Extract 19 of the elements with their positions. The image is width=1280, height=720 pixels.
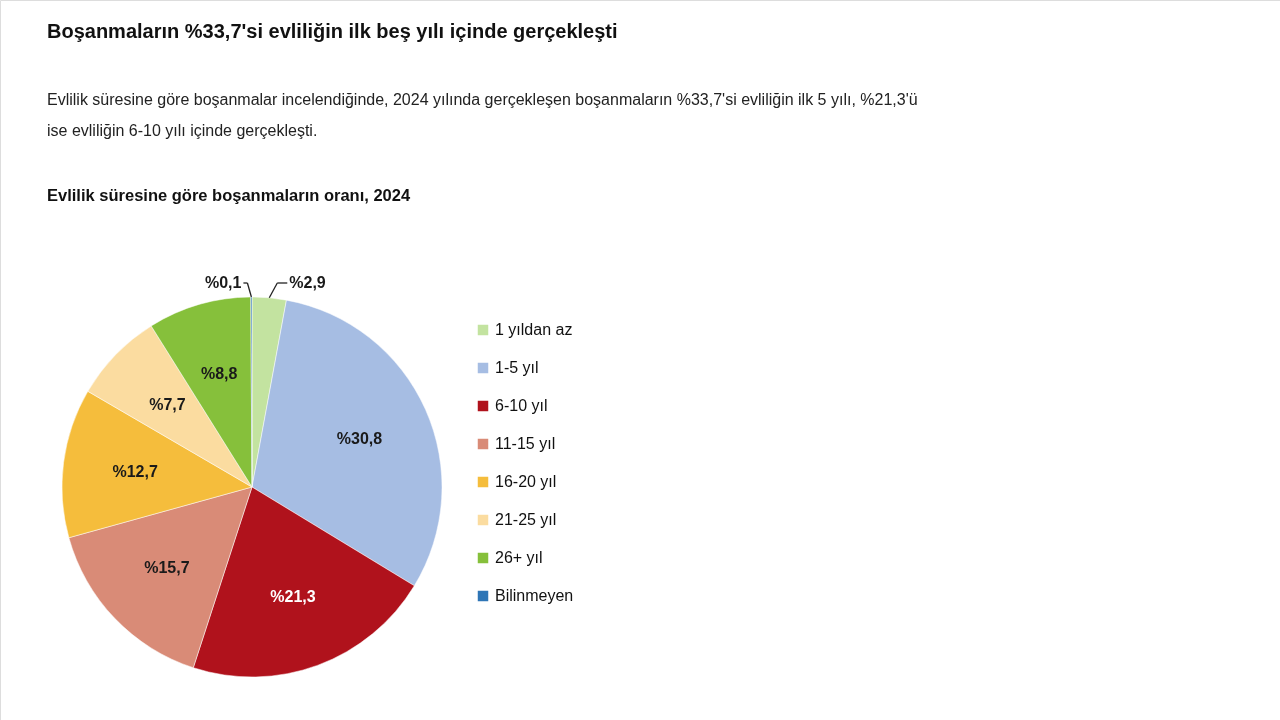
data-label: %30,8 bbox=[336, 429, 383, 447]
data-label: %8,8 bbox=[200, 364, 238, 382]
chart-title: Evlilik süresine göre boşanmaların oranı, 2024 bbox=[47, 186, 411, 204]
data-label: %7,7 bbox=[149, 396, 186, 414]
legend-label: 26+ yıl bbox=[495, 549, 543, 566]
legend-label: 16-20 yıl bbox=[495, 473, 557, 490]
data-label: %15,7 bbox=[144, 559, 190, 577]
data-label: %2,9 bbox=[289, 274, 326, 291]
data-label: %21,3 bbox=[270, 588, 316, 606]
legend-label: 11-15 yıl bbox=[495, 435, 556, 452]
legend-label: 1-5 yıl bbox=[495, 359, 539, 376]
legend-label: 6-10 yıl bbox=[495, 397, 548, 414]
text: Boşanmaların %33,7'si evliliğin ilk beş yılı içinde gerçekleşti bbox=[47, 20, 618, 42]
data-label: %0,1 bbox=[204, 274, 242, 291]
text: Evlilik süresine göre boşanmalar incelendiğinde, 2024 yılında gerçekleşen boşanmaların %33,7'si evliliğin ilk 5 yılı, %21,3'ü ise evliliğin 6-10 yılı içinde gerçekleşti. bbox=[47, 91, 918, 139]
legend-label: Bilinmeyen bbox=[495, 587, 574, 604]
legend-label: 21-25 yıl bbox=[495, 511, 557, 528]
legend-label: 1 yıldan az bbox=[495, 321, 573, 338]
data-label: %12,7 bbox=[112, 462, 158, 480]
